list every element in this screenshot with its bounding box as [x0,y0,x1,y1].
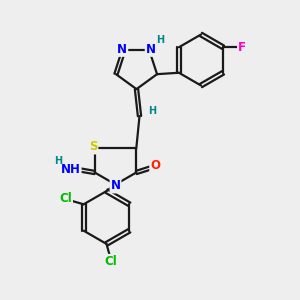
Text: NH: NH [61,163,81,176]
Text: H: H [156,35,164,45]
Text: S: S [89,140,98,154]
Text: N: N [110,179,121,193]
Text: O: O [150,159,160,172]
Text: H: H [148,106,156,116]
Text: Cl: Cl [105,255,117,268]
Text: H: H [54,155,62,166]
Text: N: N [117,43,127,56]
Text: N: N [146,43,156,56]
Text: F: F [238,41,246,54]
Text: Cl: Cl [59,192,72,205]
